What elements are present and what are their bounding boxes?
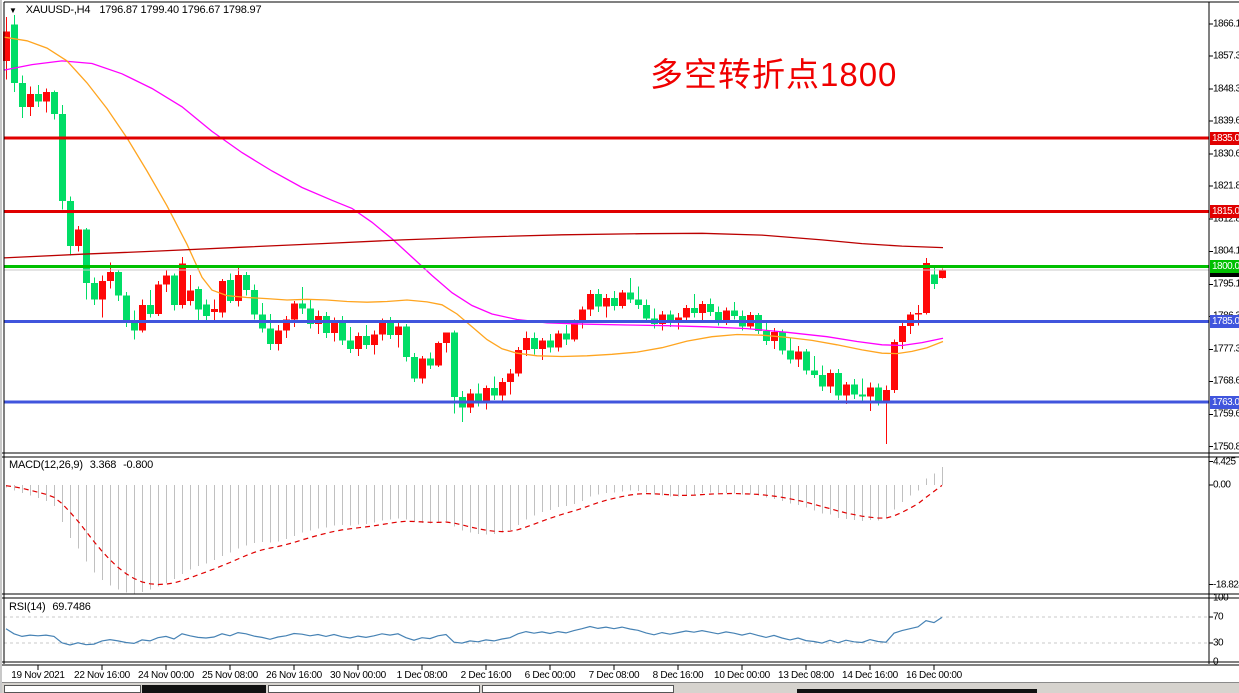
macd-axis-label: 4.425: [1213, 456, 1236, 468]
status-strip-segment: [482, 685, 674, 693]
rsi-name: RSI(14): [9, 601, 46, 613]
rsi-axis-label: 70: [1213, 611, 1224, 623]
rsi-axis-label: 100: [1213, 592, 1229, 604]
price-axis-label: 1848.35: [1213, 83, 1239, 95]
price-axis-label: 1804.10: [1213, 245, 1239, 257]
time-axis-label: 22 Nov 16:00: [74, 670, 130, 681]
time-axis-label: 13 Dec 08:00: [778, 670, 834, 681]
time-axis-label: 1 Dec 08:00: [396, 670, 448, 681]
price-axis-label: 1839.60: [1213, 115, 1239, 127]
price-axis-label: 1866.10: [1213, 18, 1239, 30]
macd-indicator-label: MACD(12,26,9) 3.368 -0.800: [9, 459, 157, 471]
time-axis-label: 30 Nov 00:00: [330, 670, 386, 681]
price-badge-181500: 1815.00: [1210, 204, 1239, 218]
time-axis-label: 19 Nov 2021: [11, 670, 65, 681]
macd-name: MACD(12,26,9): [9, 459, 83, 471]
chart-annotation-text[interactable]: 多空转折点1800: [650, 56, 898, 93]
price-axis-label: 1857.35: [1213, 50, 1239, 62]
rsi-value: 69.7486: [52, 601, 91, 613]
status-strip-segment: [268, 685, 480, 693]
price-axis-label: 1759.60: [1213, 408, 1239, 420]
time-axis-label: 6 Dec 00:00: [524, 670, 576, 681]
price-axis-label: 1750.85: [1213, 441, 1239, 452]
time-axis-label: 7 Dec 08:00: [588, 670, 640, 681]
time-axis-label: 24 Nov 00:00: [138, 670, 194, 681]
rsi-axis-label: 30: [1213, 637, 1224, 649]
status-strip-segment: [797, 689, 1037, 693]
price-axis-label: 1795.10: [1213, 278, 1239, 290]
price-badge-183500: 1835.00: [1210, 131, 1239, 145]
price-axis-label: 1777.35: [1213, 343, 1239, 355]
time-axis-label: 16 Dec 00:00: [906, 670, 962, 681]
status-strip: [2, 682, 1239, 693]
chart-title-bar: ▼ XAUUSD-,H4 1796.87 1799.40 1796.67 179…: [9, 4, 262, 16]
symbol-period-label: XAUUSD-,H4: [25, 4, 91, 16]
rsi-axis-label: 0: [1213, 656, 1219, 668]
macd-axis-label: -18.824: [1213, 579, 1239, 591]
time-axis-label: 2 Dec 16:00: [460, 670, 512, 681]
price-badge-178500: 1785.00: [1210, 314, 1239, 328]
macd-value: 3.368: [89, 459, 117, 471]
macd-signal-value: -0.800: [123, 459, 154, 471]
price-axis-label: 1821.85: [1213, 180, 1239, 192]
time-axis-label: 26 Nov 16:00: [266, 670, 322, 681]
rsi-indicator-label: RSI(14) 69.7486: [9, 601, 95, 613]
time-axis-label: 8 Dec 16:00: [652, 670, 704, 681]
price-badge-176300: 1763.00: [1210, 395, 1239, 409]
time-axis-label: 25 Nov 08:00: [202, 670, 258, 681]
ohlc-values: 1796.87 1799.40 1796.67 1798.97: [99, 4, 262, 16]
time-axis-label: 10 Dec 00:00: [714, 670, 770, 681]
time-axis-label: 14 Dec 16:00: [842, 670, 898, 681]
price-badge-180000: 1800.00: [1210, 259, 1239, 273]
macd-axis-label: 0.00: [1213, 479, 1231, 491]
price-axis-label: 1830.60: [1213, 148, 1239, 160]
price-axis-label: 1768.60: [1213, 375, 1239, 387]
status-strip-segment: [4, 685, 141, 693]
chevron-down-icon[interactable]: ▼: [9, 5, 17, 15]
price-axis-label: 1812.85: [1213, 213, 1239, 225]
status-strip-segment: [142, 685, 266, 693]
